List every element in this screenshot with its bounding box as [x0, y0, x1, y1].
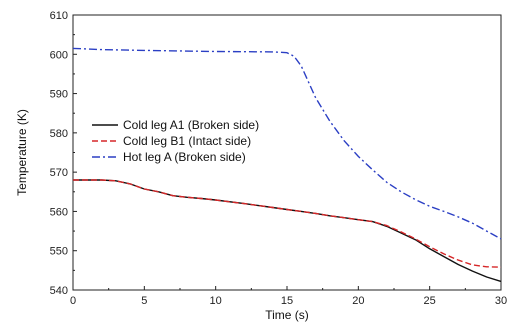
legend-label-1: Cold leg A1 (Broken side): [123, 118, 259, 132]
y-tick-label: 590: [50, 89, 68, 101]
y-axis-title: Temperature (K): [15, 109, 29, 196]
x-tick-label: 0: [70, 295, 76, 307]
x-tick-label: 15: [281, 295, 293, 307]
y-axis: 540 550 560 570 580 590 600 610: [50, 10, 77, 297]
series-lines: [72, 47, 502, 283]
series-line-2: [73, 179, 502, 268]
series-line-3: [72, 47, 502, 240]
series-line-1: [73, 179, 502, 283]
y-tick-label: 550: [50, 246, 68, 258]
y-tick-label: 580: [50, 128, 68, 140]
y-tick-label: 610: [50, 10, 68, 22]
x-tick-label: 5: [141, 295, 147, 307]
x-tick-label: 25: [424, 295, 436, 307]
y-tick-label: 560: [50, 206, 68, 218]
legend-label-2: Cold leg B1 (Intact side): [123, 134, 251, 148]
legend: Cold leg A1 (Broken side) Cold leg B1 (In…: [92, 118, 259, 164]
x-tick-label: 30: [495, 295, 507, 307]
y-tick-label: 600: [50, 49, 68, 61]
legend-label-3: Hot leg A (Broken side): [123, 150, 246, 164]
x-axis: 0 5 10 15 20 25 30: [70, 286, 507, 307]
x-tick-label: 10: [210, 295, 222, 307]
x-tick-label: 20: [352, 295, 364, 307]
y-tick-label: 540: [50, 285, 68, 297]
x-axis-title: Time (s): [265, 308, 309, 322]
y-tick-label: 570: [50, 167, 68, 179]
